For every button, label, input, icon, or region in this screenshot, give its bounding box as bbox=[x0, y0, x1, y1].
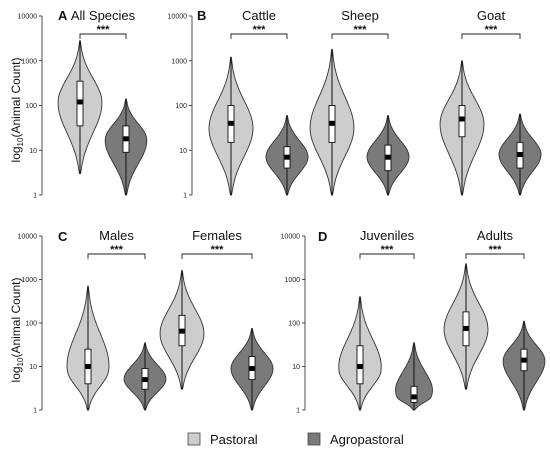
y-tick-label: 1 bbox=[33, 193, 37, 200]
significance-label: *** bbox=[211, 244, 225, 256]
median-marker bbox=[284, 154, 290, 160]
median-marker bbox=[142, 377, 148, 383]
median-marker bbox=[249, 365, 255, 371]
y-tick-label: 100 bbox=[25, 321, 37, 328]
median-marker bbox=[85, 364, 91, 369]
significance-label: *** bbox=[485, 24, 499, 36]
significance-bracket bbox=[465, 253, 525, 259]
y-tick-label: 1 bbox=[33, 408, 37, 415]
legend-swatch-pastoral bbox=[187, 432, 201, 446]
y-tick-label: 100 bbox=[288, 321, 300, 328]
legend-label-agropastoral: Agropastoral bbox=[330, 432, 404, 447]
y-tick-label: 100 bbox=[175, 103, 187, 110]
y-tick-label: 1000 bbox=[284, 277, 300, 284]
y-tick-label: 10000 bbox=[281, 234, 301, 241]
y-tick-label: 10000 bbox=[18, 234, 38, 241]
median-marker bbox=[459, 116, 465, 122]
panel-letter: B bbox=[197, 8, 206, 23]
group-title: Sheep bbox=[341, 8, 379, 23]
significance-label: *** bbox=[97, 24, 111, 36]
significance-label: *** bbox=[253, 24, 267, 36]
group-title: Cattle bbox=[242, 8, 276, 23]
median-marker bbox=[329, 120, 335, 126]
y-tick-label: 1000 bbox=[21, 58, 37, 65]
significance-label: *** bbox=[110, 244, 124, 256]
y-tick-label: 100 bbox=[25, 103, 37, 110]
iqr-box bbox=[410, 385, 418, 403]
y-tick-label: 1 bbox=[296, 408, 300, 415]
significance-bracket bbox=[181, 253, 253, 259]
median-marker bbox=[77, 99, 83, 105]
y-tick-label: 10 bbox=[29, 148, 37, 155]
median-marker bbox=[179, 328, 185, 334]
median-marker bbox=[357, 364, 363, 369]
panel-a: 1 10 100 1000 10000 A All Species*** bbox=[18, 8, 148, 200]
group-title: Goat bbox=[477, 8, 506, 23]
median-marker bbox=[463, 325, 469, 331]
median-marker bbox=[517, 152, 523, 158]
significance-bracket bbox=[331, 33, 389, 39]
y-tick-label: 10 bbox=[29, 364, 37, 371]
y-tick-label: 1000 bbox=[21, 277, 37, 284]
median-marker bbox=[385, 154, 391, 160]
median-marker bbox=[521, 357, 527, 363]
group-title: Males bbox=[99, 228, 134, 243]
significance-bracket bbox=[79, 33, 127, 39]
significance-label: *** bbox=[489, 244, 503, 256]
panel-letter: C bbox=[58, 229, 68, 244]
median-marker bbox=[228, 120, 234, 126]
median-marker bbox=[411, 394, 417, 400]
legend-swatch-agropastoral bbox=[307, 432, 321, 446]
significance-bracket bbox=[461, 33, 521, 39]
y-axis-label-bottom: log10(Animal Count) bbox=[9, 278, 25, 383]
significance-label: *** bbox=[354, 24, 368, 36]
y-tick-label: 1000 bbox=[171, 58, 187, 65]
group-title: Adults bbox=[477, 228, 514, 243]
y-tick-label: 1 bbox=[183, 193, 187, 200]
legend: Pastoral Agropastoral bbox=[187, 432, 404, 447]
y-axis-label-top: log10(Animal Count) bbox=[9, 58, 25, 163]
group-title: Females bbox=[192, 228, 242, 243]
group-title: Juveniles bbox=[360, 228, 415, 243]
y-tick-label: 10000 bbox=[168, 14, 188, 21]
panel-letter: A bbox=[58, 8, 68, 23]
significance-bracket bbox=[87, 253, 146, 259]
median-marker bbox=[123, 136, 129, 142]
y-tick-label: 10 bbox=[179, 148, 187, 155]
group-title: All Species bbox=[71, 8, 136, 23]
panel-letter: D bbox=[318, 229, 327, 244]
y-tick-label: 10 bbox=[292, 364, 300, 371]
significance-bracket bbox=[359, 253, 415, 259]
y-tick-label: 10000 bbox=[18, 14, 38, 21]
significance-label: *** bbox=[381, 244, 395, 256]
legend-label-pastoral: Pastoral bbox=[210, 432, 258, 447]
significance-bracket bbox=[230, 33, 288, 39]
